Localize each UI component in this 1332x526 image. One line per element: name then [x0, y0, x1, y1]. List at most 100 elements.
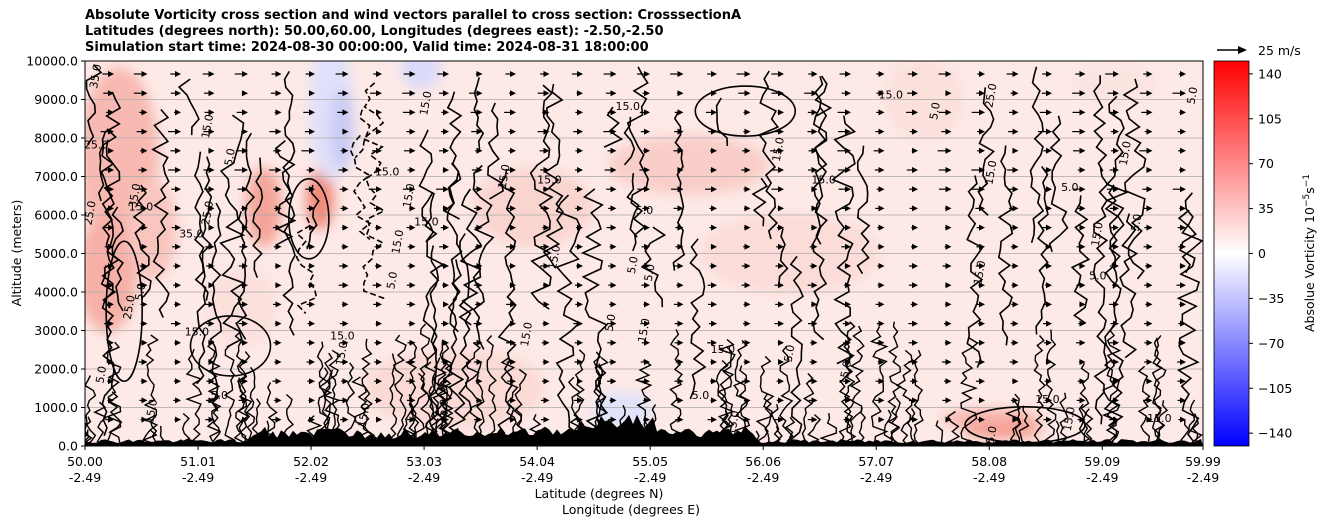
contour-line [177, 78, 200, 136]
wind-arrowhead [610, 109, 617, 116]
wind-arrowhead [610, 339, 617, 346]
wind-arrowhead [1012, 224, 1019, 231]
contour-label: 35.0 [179, 227, 204, 240]
wind-arrowhead [409, 109, 416, 116]
contour-line [211, 382, 221, 444]
contour-line [883, 409, 894, 446]
wind-arrowhead [1113, 416, 1119, 423]
x-tick-label-lat: 58.08 [971, 454, 1007, 469]
wind-arrowhead [845, 109, 851, 116]
wind-arrowhead [1113, 109, 1119, 116]
wind-arrowhead [912, 397, 918, 404]
wind-arrowhead [275, 263, 282, 269]
wind-arrowhead [1146, 224, 1153, 231]
contour-line [295, 217, 318, 314]
wind-arrowhead [443, 359, 449, 365]
contour-line [715, 97, 729, 147]
contour-label: 15.0 [725, 410, 742, 436]
wind-arrowhead [577, 128, 583, 135]
wind-arrowhead [979, 224, 985, 231]
wind-arrowhead [711, 224, 717, 231]
contour-line [1048, 115, 1069, 253]
wind-arrowhead [845, 359, 851, 365]
contour-label: 15.0 [1061, 406, 1078, 432]
contour-line [669, 329, 684, 445]
y-tick-label: 1000.0 [34, 400, 78, 415]
contour-line [1181, 192, 1203, 274]
wind-arrowhead [1113, 301, 1119, 308]
wind-arrowhead [1012, 243, 1019, 250]
wind-arrowhead [1046, 378, 1052, 385]
contour-line [763, 393, 772, 444]
contour-line [201, 156, 213, 301]
wind-arrowhead [175, 90, 181, 97]
wind-arrowhead [845, 90, 851, 97]
wind-arrowhead [979, 186, 985, 193]
contour-line [142, 334, 159, 446]
wind-arrowhead [409, 263, 416, 269]
wind-arrowhead [543, 109, 550, 116]
wind-arrowhead [744, 320, 751, 327]
wind-arrowhead [1046, 128, 1052, 135]
contour-label: 25.0 [84, 139, 109, 152]
x-tick-label-lon: -2.49 [1086, 470, 1118, 485]
wind-arrowhead [811, 205, 818, 212]
wind-arrowhead [979, 90, 985, 97]
wind-arrowhead [845, 186, 851, 193]
x-tick-label-lon: -2.49 [747, 470, 779, 485]
wind-arrowhead [878, 243, 885, 250]
wind-arrowhead [309, 128, 315, 135]
wind-arrowhead [1046, 320, 1052, 327]
wind-arrowhead [778, 359, 784, 365]
wind-arrowhead [577, 416, 583, 423]
contour-label: 15.0 [770, 136, 787, 162]
wind-arrowhead [108, 167, 114, 173]
contour-label: 15.0 [414, 216, 439, 229]
wind-arrowhead [1046, 339, 1052, 346]
wind-arrowhead [1113, 147, 1119, 154]
contour-line [392, 334, 407, 446]
contour-label: 15.0 [389, 229, 406, 255]
wind-arrowhead [208, 167, 215, 173]
wind-arrowhead [1079, 167, 1086, 173]
contour-line [97, 128, 117, 202]
wind-arrowhead [979, 128, 985, 135]
wind-arrowhead [1012, 282, 1019, 289]
wind-arrowhead [376, 71, 382, 77]
contour-label: 5.0 [1185, 86, 1201, 105]
wind-arrowhead [1046, 416, 1052, 423]
wind-arrowhead [543, 359, 550, 365]
wind-arrowhead [577, 378, 583, 385]
contour-label: 15.0 [982, 159, 999, 185]
wind-arrowhead [208, 263, 215, 269]
wind-arrowhead [1079, 378, 1086, 385]
wind-arrowhead [878, 224, 885, 231]
wind-arrowhead [811, 378, 818, 385]
wind-arrowhead [878, 167, 885, 173]
wind-arrowhead [443, 320, 449, 327]
wind-arrowhead [811, 186, 818, 193]
contour-line [807, 414, 822, 446]
wind-arrowhead [577, 90, 583, 97]
x-tick-label-lon: -2.49 [408, 470, 440, 485]
contour-line [438, 343, 455, 445]
wind-arrowhead [1012, 205, 1019, 212]
x-tick-label-lat: 51.01 [180, 454, 216, 469]
wind-arrowhead [342, 205, 349, 212]
wind-arrowhead [711, 339, 717, 346]
wind-arrowhead [443, 147, 449, 154]
wind-arrowhead [577, 186, 583, 193]
wind-arrowhead [443, 224, 449, 231]
wind-arrowhead [878, 263, 885, 269]
colorbar-tick-label: −105 [1258, 381, 1292, 396]
contour-line [733, 365, 751, 446]
wind-arrowhead [1180, 378, 1186, 385]
wind-arrowhead [1113, 205, 1119, 212]
wind-arrowhead [376, 320, 382, 327]
wind-arrowhead [1079, 301, 1086, 308]
wind-arrowhead [577, 243, 583, 250]
wind-arrowhead [108, 243, 114, 250]
wind-arrowhead [878, 205, 885, 212]
wind-arrowhead [175, 71, 181, 77]
wind-arrowhead [1012, 128, 1019, 135]
